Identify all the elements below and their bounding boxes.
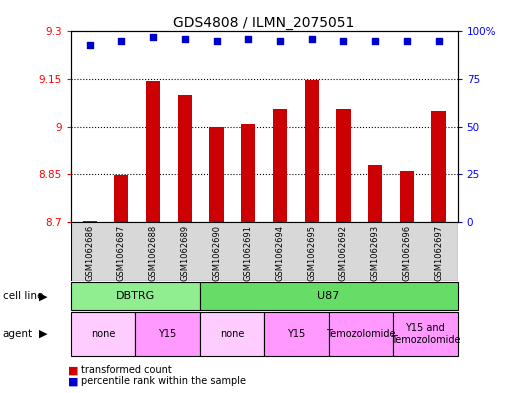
Point [371, 38, 379, 44]
Title: GDS4808 / ILMN_2075051: GDS4808 / ILMN_2075051 [174, 17, 355, 30]
Bar [241, 123, 255, 222]
Text: GSM1062695: GSM1062695 [307, 225, 316, 281]
Text: GSM1062691: GSM1062691 [244, 225, 253, 281]
Bar [200, 282, 458, 310]
Text: cell line: cell line [3, 291, 43, 301]
Text: agent: agent [3, 329, 33, 339]
Point [212, 38, 221, 44]
Bar [71, 312, 135, 356]
Text: GSM1062687: GSM1062687 [117, 225, 126, 281]
Text: transformed count: transformed count [81, 365, 172, 375]
Text: Temozolomide: Temozolomide [326, 329, 395, 339]
Point [85, 42, 94, 48]
Bar [71, 222, 458, 281]
Point [149, 34, 157, 40]
Bar [200, 312, 264, 356]
Bar [83, 221, 97, 222]
Bar [178, 95, 192, 222]
Text: GSM1062692: GSM1062692 [339, 225, 348, 281]
Text: U87: U87 [317, 291, 340, 301]
Bar [146, 81, 160, 222]
Text: ■: ■ [68, 376, 78, 386]
Bar [209, 127, 224, 222]
Bar [114, 175, 129, 222]
Text: GSM1062690: GSM1062690 [212, 225, 221, 281]
Point [180, 36, 189, 42]
Point [244, 36, 253, 42]
Text: ■: ■ [68, 365, 78, 375]
Text: DBTRG: DBTRG [116, 291, 155, 301]
Text: Y15 and
Temozolomide: Y15 and Temozolomide [391, 323, 460, 345]
Text: ▶: ▶ [39, 329, 48, 339]
Text: GSM1062688: GSM1062688 [149, 225, 157, 281]
Bar [368, 165, 382, 222]
Text: GSM1062694: GSM1062694 [276, 225, 285, 281]
Text: Y15: Y15 [158, 329, 176, 339]
Text: none: none [220, 329, 244, 339]
Bar [336, 109, 350, 222]
Point [435, 38, 443, 44]
Text: GSM1062697: GSM1062697 [434, 225, 443, 281]
Text: percentile rank within the sample: percentile rank within the sample [81, 376, 246, 386]
Point [276, 38, 284, 44]
Text: GSM1062686: GSM1062686 [85, 225, 94, 281]
Bar [304, 80, 319, 222]
Bar [71, 282, 200, 310]
Bar [431, 111, 446, 222]
Bar [273, 109, 287, 222]
Point [339, 38, 348, 44]
Text: ▶: ▶ [39, 291, 48, 301]
Point [308, 36, 316, 42]
Text: none: none [90, 329, 115, 339]
Point [403, 38, 411, 44]
Bar [264, 312, 328, 356]
Text: GSM1062693: GSM1062693 [371, 225, 380, 281]
Bar [135, 312, 200, 356]
Point [117, 38, 126, 44]
Text: GSM1062696: GSM1062696 [402, 225, 412, 281]
Text: Y15: Y15 [287, 329, 305, 339]
Bar [393, 312, 458, 356]
Bar [328, 312, 393, 356]
Bar [400, 171, 414, 222]
Text: GSM1062689: GSM1062689 [180, 225, 189, 281]
